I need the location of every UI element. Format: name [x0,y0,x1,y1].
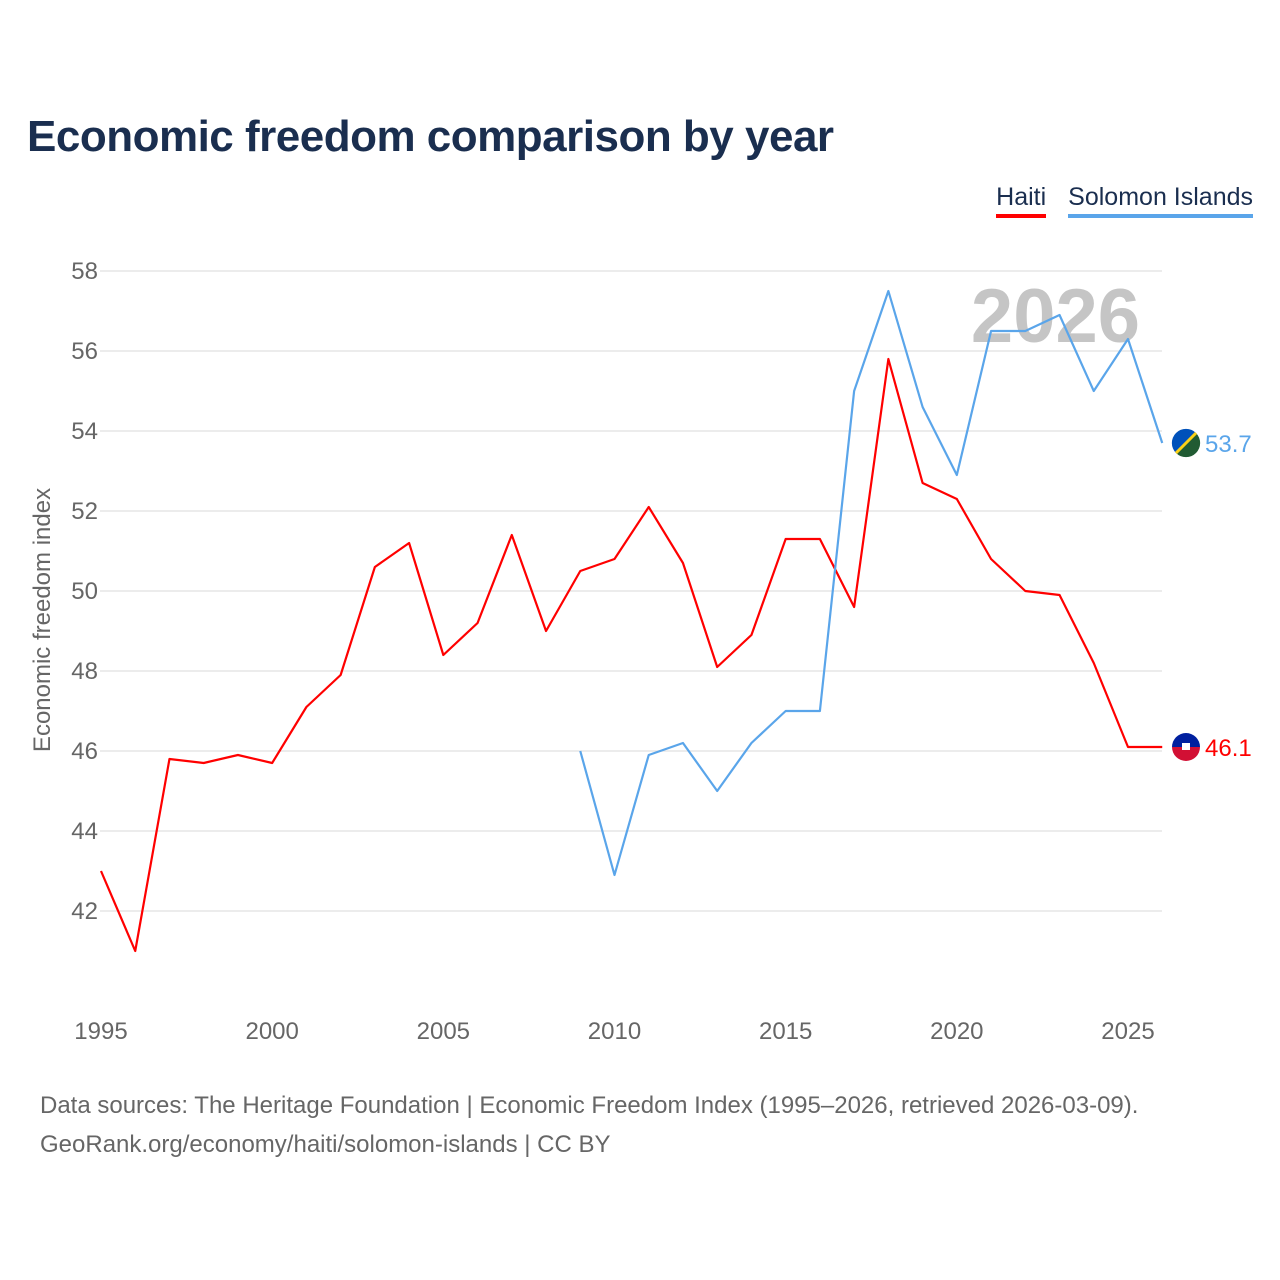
y-tick-label: 50 [71,578,98,605]
data-point [613,873,617,877]
data-point [989,557,993,561]
flag-part [1172,747,1200,761]
legend-item-solomon-islands[interactable]: Solomon Islands [1068,183,1253,218]
x-tick-label: 2015 [759,1018,812,1045]
series-line-haiti [99,357,1163,953]
data-point [1023,589,1027,593]
data-point [647,505,651,509]
x-tick-label: 2000 [245,1018,298,1045]
data-point [1126,745,1130,749]
data-point [1058,313,1062,317]
y-tick-label: 56 [71,338,98,365]
data-point [1126,337,1130,341]
data-point [1058,593,1062,597]
y-tick-label: 42 [71,898,98,925]
data-point [441,653,445,657]
flag-part [1171,428,1196,453]
legend: Haiti Solomon Islands [996,183,1253,218]
data-point [270,761,274,765]
y-tick-label: 48 [71,658,98,685]
haiti-flag-icon [1172,733,1200,761]
data-point [99,869,103,873]
x-tick-label: 2005 [417,1018,470,1045]
data-point [544,629,548,633]
y-tick-label: 54 [71,418,98,445]
data-point [749,741,753,745]
data-point [510,533,514,537]
flag-part [1176,433,1201,458]
solomon-islands-flag-icon [1171,428,1201,458]
data-point [339,673,343,677]
data-point [407,541,411,545]
data-point [886,357,890,361]
end-value-label: 46.1 [1205,735,1252,762]
y-tick-label: 44 [71,818,98,845]
y-axis-label: Economic freedom index [29,488,56,752]
data-point [681,561,685,565]
data-point [886,289,890,293]
data-point [681,741,685,745]
flag-part [1174,431,1198,455]
data-point [1023,329,1027,333]
data-point [955,473,959,477]
x-tick-label: 1995 [74,1018,127,1045]
y-tick-label: 58 [71,258,98,285]
data-point [921,481,925,485]
x-tick-label: 2025 [1101,1018,1154,1045]
source-note: Data sources: The Heritage Foundation | … [40,1092,1139,1119]
chart-title: Economic freedom comparison by year [27,112,834,161]
data-point [1092,661,1096,665]
data-point [818,537,822,541]
data-point [818,709,822,713]
data-point [133,949,137,953]
y-tick-label: 46 [71,738,98,765]
data-point [784,537,788,541]
data-point [1160,745,1164,749]
data-point [202,761,206,765]
x-tick-label: 2010 [588,1018,641,1045]
data-point [784,709,788,713]
data-point [921,405,925,409]
data-point [236,753,240,757]
data-point [1092,389,1096,393]
data-point [852,605,856,609]
data-point [578,569,582,573]
x-tick-label: 2020 [930,1018,983,1045]
data-point [955,497,959,501]
flag-part [1182,743,1190,750]
data-point [989,329,993,333]
data-point [749,633,753,637]
series-line-solomon-islands [579,289,1164,877]
flag-part [1172,733,1200,747]
legend-item-haiti[interactable]: Haiti [996,183,1047,218]
data-point [476,621,480,625]
y-tick-label: 52 [71,498,98,525]
data-point [578,749,582,753]
data-point [613,557,617,561]
data-point [715,665,719,669]
footer: Data sources: The Heritage Foundation | … [40,1086,1138,1164]
data-point [373,565,377,569]
data-point [1160,441,1164,445]
data-point [852,389,856,393]
data-point [167,757,171,761]
data-point [715,789,719,793]
source-url: GeoRank.org/economy/haiti/solomon-island… [40,1131,611,1158]
data-point [304,705,308,709]
end-value-label: 53.7 [1205,431,1252,458]
data-point [647,753,651,757]
